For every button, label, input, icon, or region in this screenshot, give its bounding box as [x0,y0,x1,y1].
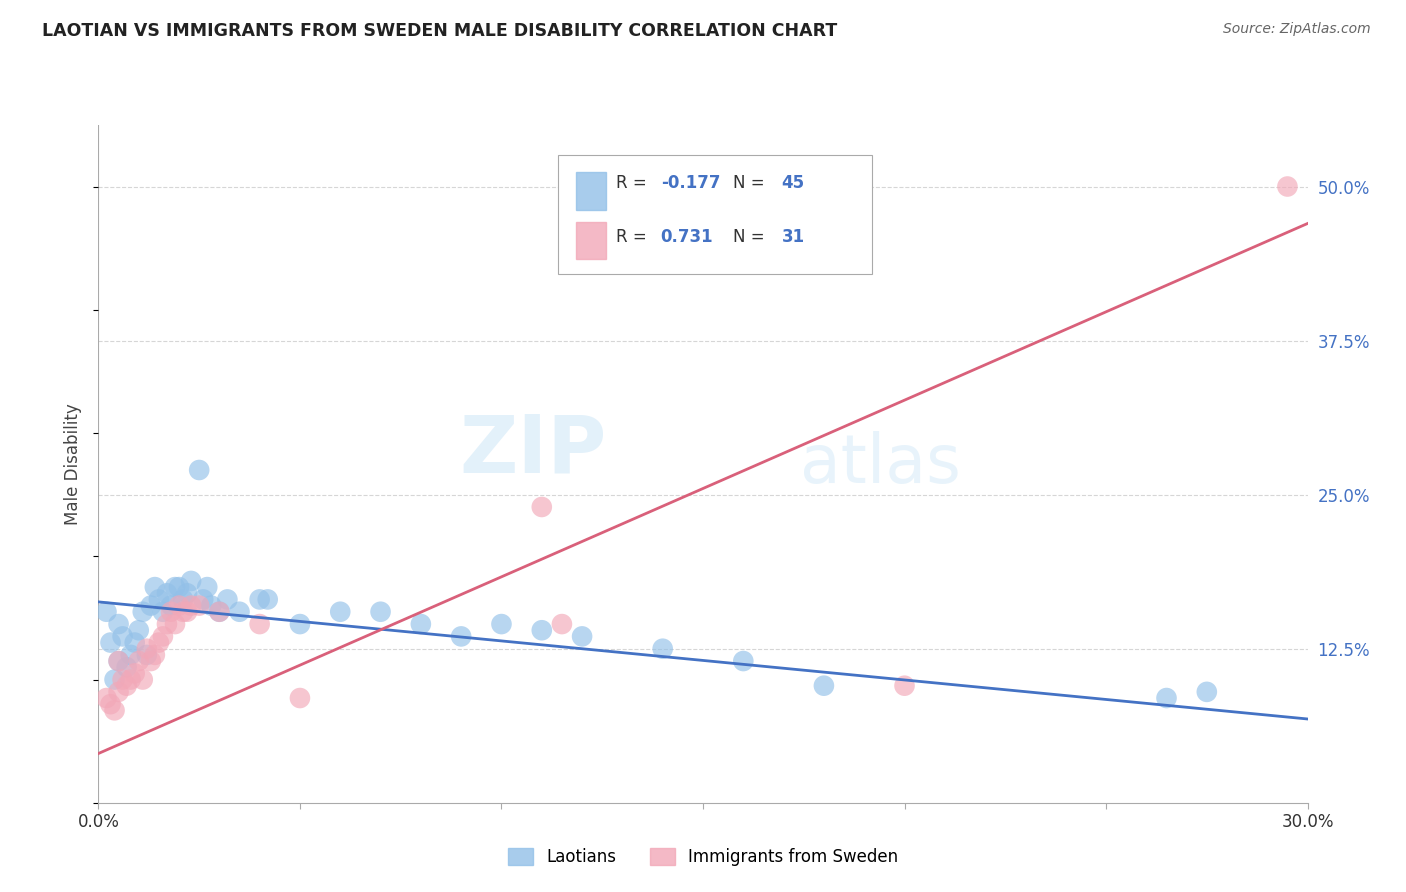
Legend: Laotians, Immigrants from Sweden: Laotians, Immigrants from Sweden [502,841,904,872]
Point [551,617,574,632]
Point [163,617,186,632]
Point [111,629,134,643]
Point [329,605,352,619]
Point [370,605,392,619]
Point [120,673,142,687]
Point [200,599,222,613]
Point [530,500,553,514]
Point [195,580,218,594]
Point [249,617,271,632]
Point [530,624,553,638]
Text: 45: 45 [782,174,804,192]
Point [96,605,118,619]
Point [128,654,150,668]
Point [180,599,202,613]
Point [208,605,231,619]
Point [409,617,432,632]
Point [107,654,129,668]
Bar [576,172,606,210]
Point [491,617,513,632]
Point [139,599,162,613]
Point [120,648,142,662]
Point [135,641,157,656]
Point [128,624,150,638]
Text: N =: N = [734,174,770,192]
Point [100,635,122,649]
Text: ZIP: ZIP [458,411,606,490]
Point [651,641,673,656]
Point [148,635,170,649]
Point [228,605,250,619]
Point [111,673,134,687]
Point [139,654,162,668]
Text: R =: R = [616,174,652,192]
Point [124,666,146,681]
Point [813,679,835,693]
Text: -0.177: -0.177 [661,174,720,192]
Point [188,599,211,613]
Point [135,648,157,662]
Point [115,660,138,674]
Point [176,586,198,600]
Point [193,592,215,607]
Bar [576,222,606,259]
Point [188,463,211,477]
Point [107,617,129,632]
Point [571,629,593,643]
Point [450,629,472,643]
Point [1156,691,1178,706]
Point [103,703,125,717]
Point [733,654,755,668]
Point [103,673,125,687]
Point [167,599,190,613]
Text: N =: N = [734,227,770,245]
Point [115,679,138,693]
Point [160,599,183,613]
Text: 31: 31 [782,227,804,245]
Point [176,605,198,619]
Point [152,605,174,619]
Point [160,605,183,619]
Point [124,635,146,649]
Point [156,617,179,632]
Point [172,592,194,607]
Text: LAOTIAN VS IMMIGRANTS FROM SWEDEN MALE DISABILITY CORRELATION CHART: LAOTIAN VS IMMIGRANTS FROM SWEDEN MALE D… [42,22,838,40]
Point [288,617,311,632]
Point [163,580,186,594]
Point [152,629,174,643]
Point [249,592,271,607]
Point [208,605,231,619]
Point [107,654,129,668]
Point [148,592,170,607]
FancyBboxPatch shape [558,155,872,274]
Point [180,574,202,588]
Point [100,697,122,711]
Point [1277,179,1299,194]
Point [132,673,155,687]
Point [143,648,166,662]
Text: atlas: atlas [800,431,960,497]
Point [1195,685,1218,699]
Y-axis label: Male Disability: Male Disability [65,403,83,524]
Point [217,592,239,607]
Point [893,679,915,693]
Text: Source: ZipAtlas.com: Source: ZipAtlas.com [1223,22,1371,37]
Point [288,691,311,706]
Point [167,580,190,594]
Text: 0.731: 0.731 [661,227,713,245]
Point [143,580,166,594]
Point [132,605,155,619]
Point [96,691,118,706]
Point [172,605,194,619]
Point [256,592,278,607]
Point [156,586,179,600]
Point [107,685,129,699]
Text: R =: R = [616,227,657,245]
